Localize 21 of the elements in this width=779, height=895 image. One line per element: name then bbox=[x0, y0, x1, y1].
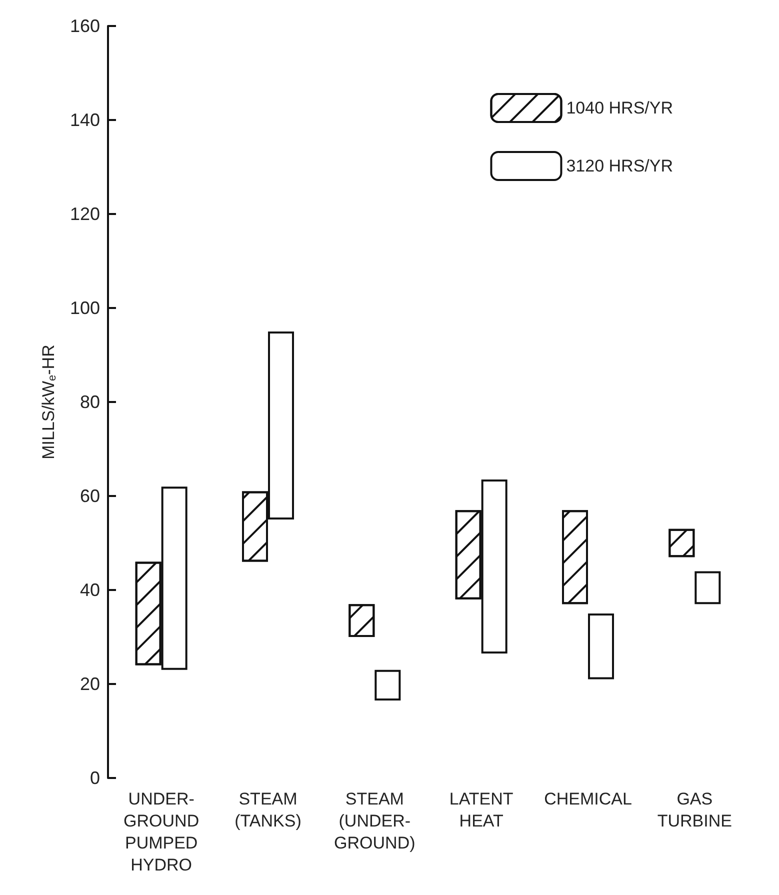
y-tick-label: 20 bbox=[80, 674, 100, 694]
y-axis-title: MILLS/kWe-HR bbox=[39, 344, 58, 460]
legend-label: 3120 HRS/YR bbox=[566, 156, 674, 176]
y-tick-label: 80 bbox=[80, 392, 100, 412]
y-tick-label: 100 bbox=[70, 298, 100, 318]
bar bbox=[374, 670, 401, 700]
bar bbox=[588, 614, 614, 680]
x-tick-label: UNDER- GROUND PUMPED HYDRO bbox=[124, 790, 200, 874]
y-tick-label: 40 bbox=[80, 580, 100, 600]
x-tick-label: STEAM (TANKS) bbox=[234, 790, 302, 830]
y-tick-label: 140 bbox=[70, 110, 100, 130]
y-tick-label: 0 bbox=[90, 768, 100, 788]
bar bbox=[694, 571, 721, 604]
x-tick-label: STEAM (UNDER- GROUND) bbox=[334, 790, 416, 852]
y-tick-label: 60 bbox=[80, 486, 100, 506]
y-tick-label: 120 bbox=[70, 204, 100, 224]
x-tick-label: GAS TURBINE bbox=[657, 790, 732, 830]
y-tick-label: 160 bbox=[70, 16, 100, 36]
x-tick-label: CHEMICAL bbox=[544, 790, 632, 808]
legend-label: 1040 HRS/YR bbox=[566, 98, 674, 118]
x-tick-label: LATENT HEAT bbox=[449, 790, 514, 830]
